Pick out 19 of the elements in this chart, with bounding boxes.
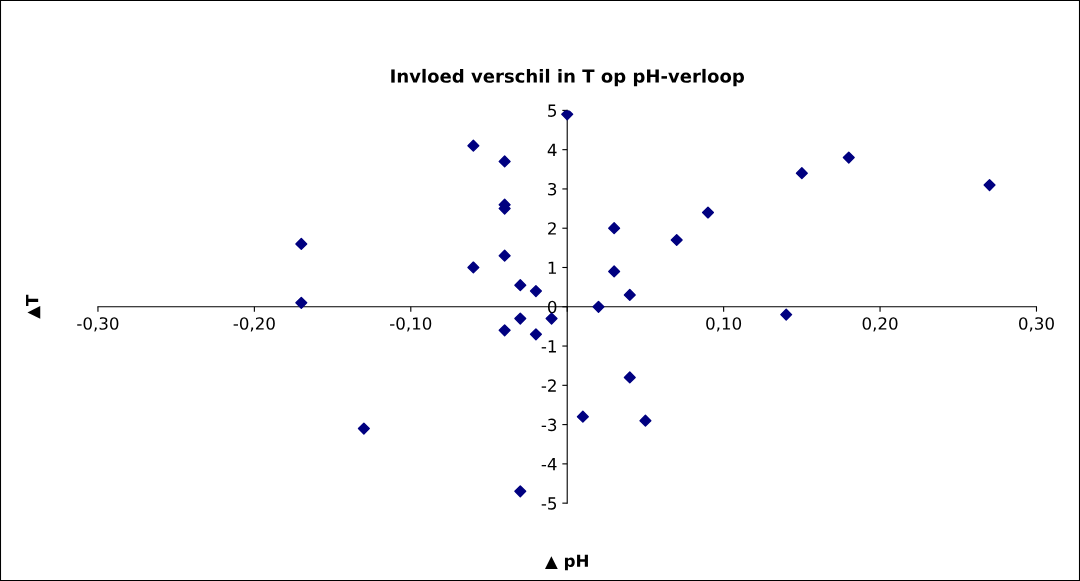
x-tick-label: -0,30 — [77, 317, 119, 332]
y-axis-title: ▲T — [26, 294, 41, 319]
x-tick-label: -0,20 — [233, 317, 275, 332]
x-tick-label: 0,10 — [706, 317, 742, 332]
x-tick-label: -0,10 — [390, 317, 432, 332]
y-tick-label: -2 — [541, 379, 556, 392]
y-tick-label: -3 — [541, 418, 557, 432]
y-tick-label: -1 — [541, 340, 556, 353]
y-tick-label: 3 — [548, 182, 557, 196]
x-tick-label: 0,30 — [1019, 317, 1054, 332]
y-tick-label: 1 — [548, 261, 556, 274]
chart-title: Invloed verschil in T op pH-verloop — [391, 68, 744, 87]
x-tick-label: 0,20 — [862, 317, 898, 332]
y-tick-label: -5 — [541, 497, 557, 510]
y-tick-label: 4 — [547, 143, 557, 156]
y-tick-label: 5 — [548, 104, 557, 117]
y-tick-label: -4 — [541, 458, 557, 471]
y-tick-label: 2 — [548, 222, 556, 235]
x-axis-title: ▲ pH — [545, 554, 588, 571]
